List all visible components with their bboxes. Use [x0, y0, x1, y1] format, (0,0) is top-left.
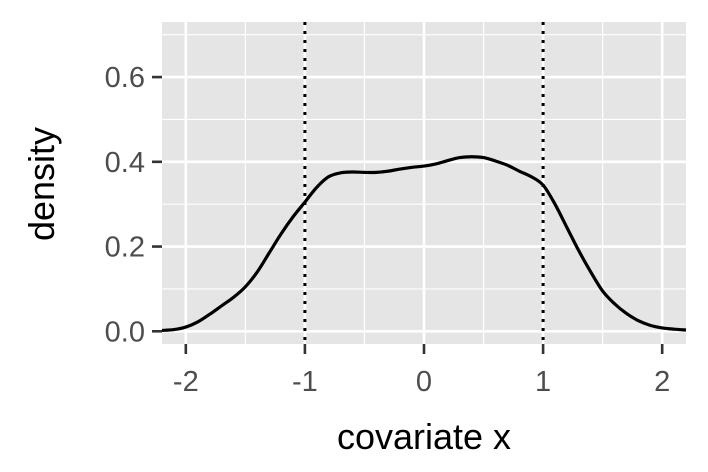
density-line	[161, 155, 687, 333]
x-tick-label: 0	[416, 366, 432, 398]
y-tick-label: 0.6	[105, 62, 145, 94]
y-tick-label: 0.2	[105, 232, 145, 264]
x-tick-label: -2	[173, 366, 199, 398]
x-tick-label: 1	[535, 366, 551, 398]
major-gridlines	[162, 22, 686, 344]
x-axis: -2 -1 0 1 2	[173, 344, 670, 398]
y-tick-label: 0.4	[105, 147, 145, 179]
y-axis: 0.0 0.2 0.4 0.6	[105, 62, 162, 348]
y-tick-label: 0.0	[105, 316, 145, 348]
x-tick-label: -1	[292, 366, 318, 398]
x-axis-title: covariate x	[337, 416, 511, 457]
y-axis-title: density	[21, 127, 62, 241]
x-tick-label: 2	[654, 366, 670, 398]
